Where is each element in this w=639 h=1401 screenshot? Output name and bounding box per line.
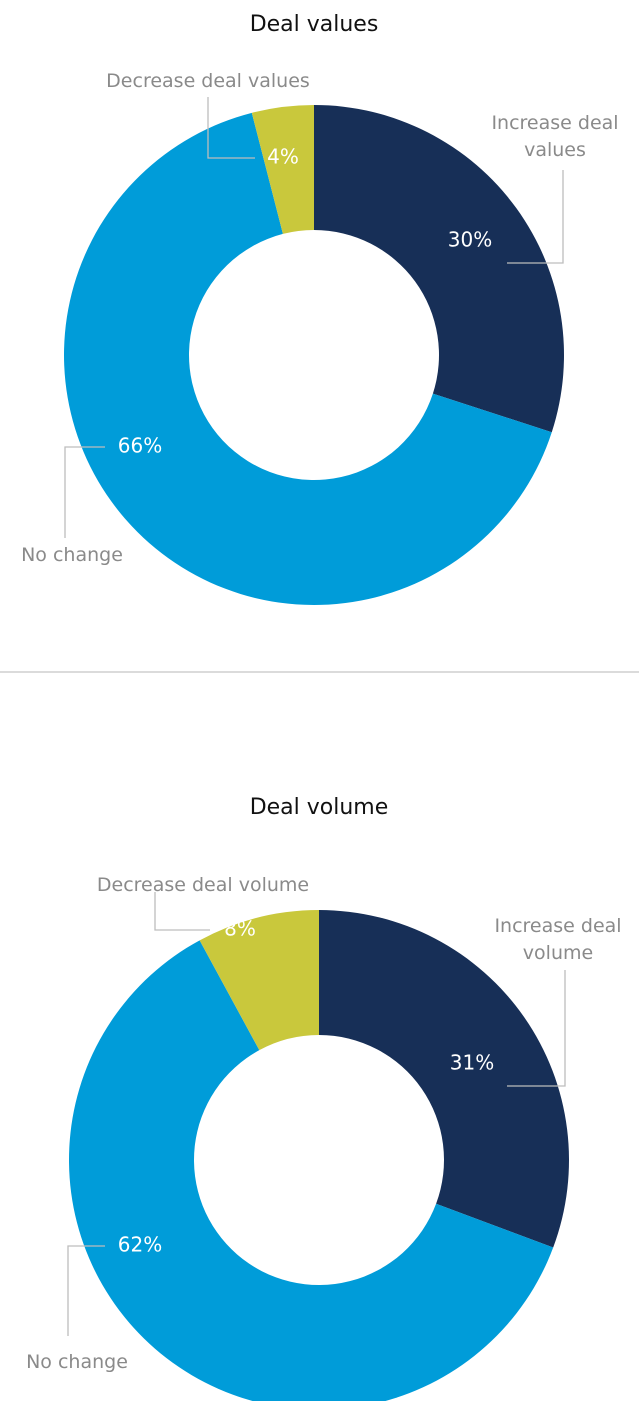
leader-line	[507, 970, 566, 1087]
leader-line	[507, 170, 564, 264]
leader-line	[67, 1245, 105, 1336]
category-label: Increase deal volume	[494, 915, 622, 964]
category-label: Increase deal values	[491, 112, 619, 161]
leader-line	[207, 97, 255, 159]
category-label: Decrease deal values	[106, 70, 310, 92]
donut-slice	[251, 105, 314, 234]
leader-line	[64, 446, 105, 538]
value-label: 31%	[450, 1051, 494, 1075]
donut-slice	[69, 940, 554, 1401]
value-label: 62%	[118, 1233, 162, 1257]
donut-slice	[314, 105, 564, 433]
donut-slice	[319, 910, 569, 1248]
category-label: No change	[21, 544, 123, 566]
value-label: 4%	[267, 145, 299, 169]
value-label: 66%	[118, 434, 162, 458]
chart-title: Deal values	[250, 12, 379, 37]
category-label: Decrease deal volume	[96, 874, 310, 896]
donut-slice	[64, 112, 552, 605]
chart-title: Deal volume	[250, 795, 389, 820]
leader-line	[154, 892, 210, 931]
value-label: 8%	[224, 917, 256, 941]
category-label: No change	[26, 1351, 128, 1373]
value-label: 30%	[448, 228, 492, 252]
donut-slice	[199, 910, 319, 1051]
